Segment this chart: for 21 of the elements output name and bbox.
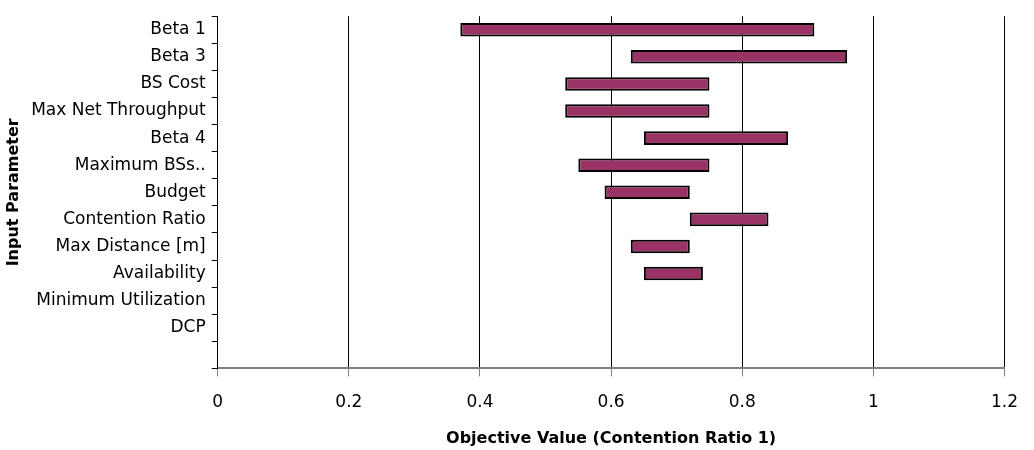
x-tick-label: 0.2	[335, 391, 363, 412]
y-tick-label: Beta 1	[150, 18, 206, 39]
y-tick-label: Minimum Utilization	[36, 289, 206, 310]
y-axis-title: Input Parameter	[2, 118, 22, 267]
y-tick-label: Availability	[113, 262, 206, 282]
x-tick-label: 0.4	[466, 391, 494, 412]
y-tick-label: DCP	[170, 316, 206, 337]
x-tick-label: 0.8	[728, 391, 756, 412]
x-tick-label: 0.6	[597, 391, 625, 412]
x-tick-label: 1	[867, 391, 879, 412]
y-tick-label: Budget	[144, 180, 207, 201]
y-tick-label: Maximum BSs..	[74, 153, 206, 174]
y-tick-label: Max Distance [m]	[55, 234, 206, 255]
y-tick-label: Beta 3	[150, 45, 206, 66]
x-axis-title: Objective Value (Contention Ratio 1)	[446, 427, 777, 447]
y-tick-label: Contention Ratio	[63, 207, 206, 228]
y-tick-label: BS Cost	[140, 72, 207, 93]
x-tick-label: 1.2	[990, 391, 1019, 412]
y-tick-label: Beta 4	[150, 126, 206, 147]
y-tick-label: Max Net Throughput	[31, 99, 207, 120]
x-tick-label: 0	[212, 391, 224, 412]
